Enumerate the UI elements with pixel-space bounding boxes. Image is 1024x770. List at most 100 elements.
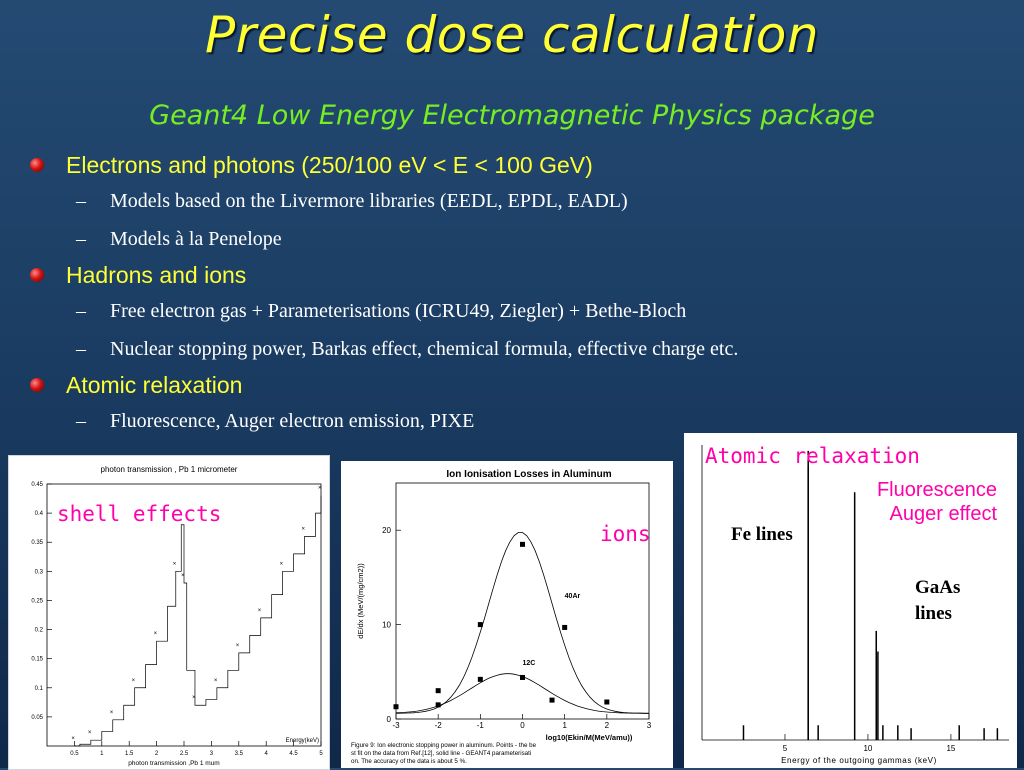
- data-marker: ×: [173, 561, 177, 567]
- y-tick-label: 0: [387, 715, 392, 724]
- fit-curve-ar: [395, 532, 649, 714]
- x-tick-label: 2: [155, 751, 159, 757]
- y-tick-label: 0.2: [35, 628, 44, 634]
- y-tick-label: 10: [382, 621, 391, 630]
- gaas-lines-word: lines: [915, 603, 952, 624]
- data-marker: ×: [88, 730, 92, 736]
- x-axis-label: Energy of the outgoing gammas (keV): [781, 756, 937, 765]
- data-point: [520, 541, 525, 547]
- slide-subtitle: Geant4 Low Energy Electromagnetic Physic…: [149, 100, 875, 131]
- data-marker: ×: [214, 678, 218, 684]
- photon-transmission-chart: photon transmission , Pb 1 micrometer 0.5…: [8, 455, 330, 770]
- sub-bullet: – Models à la Penelope: [76, 228, 282, 250]
- sub-bullet: – Free electron gas + Parameterisations (…: [76, 300, 687, 322]
- x-tick-label: 5: [319, 751, 323, 757]
- data-point: [435, 688, 441, 694]
- y-axis-label: dE/dx (MeV/(mg/cm2)): [356, 563, 365, 639]
- ions-label: ions: [600, 522, 651, 546]
- data-point: [435, 702, 441, 708]
- data-marker: ×: [71, 736, 75, 742]
- y-tick-label: 0.15: [31, 657, 43, 663]
- data-marker: ×: [258, 608, 262, 614]
- x-tick-label: -2: [435, 721, 443, 730]
- sub-bullet: – Fluorescence, Auger electron emission, …: [76, 410, 475, 432]
- data-marker: ×: [236, 643, 240, 649]
- data-point: [477, 622, 483, 628]
- x-tick-label: -1: [477, 721, 485, 730]
- x-tick-label: 1: [562, 721, 567, 730]
- series-label-ar: 40Ar: [565, 593, 581, 600]
- x-tick-label: 1.5: [125, 751, 134, 757]
- sub-bullet: – Models based on the Livermore libraries…: [76, 190, 628, 212]
- transmission-curve: [74, 495, 322, 747]
- bullet-icon: [30, 158, 44, 172]
- figure-caption-line: Figure 9: Ion electronic stopping power …: [351, 742, 537, 749]
- data-point: [520, 674, 525, 680]
- auger-label: Auger effect: [889, 503, 997, 525]
- y-tick-label: 0.25: [31, 598, 43, 604]
- data-marker: ×: [318, 486, 322, 492]
- photon-transmission-svg: photon transmission , Pb 1 micrometer 0.5…: [31, 465, 323, 767]
- y-tick-label: 0.3: [35, 569, 44, 575]
- x-tick-label: 10: [863, 744, 872, 753]
- x-tick-label: 4.5: [289, 751, 298, 757]
- x-tick-label: 2: [605, 721, 610, 730]
- y-tick-label: 0.1: [35, 686, 44, 692]
- x-tick-label: 15: [946, 744, 955, 753]
- data-point: [393, 704, 399, 710]
- bullet-list: Electrons and photons (250/100 eV < E < …: [26, 148, 1006, 440]
- bullet-electrons-photons: Electrons and photons (250/100 eV < E < …: [26, 148, 1006, 182]
- fluorescence-label: Fluorescence: [876, 479, 997, 501]
- x-axis-label: log10(Ekin/M(MeV/amu)): [546, 733, 633, 742]
- data-marker: ×: [192, 695, 196, 701]
- x-tick-label: 3: [210, 751, 214, 757]
- data-marker: ×: [280, 561, 284, 567]
- data-point: [549, 697, 555, 703]
- y-tick-label: 0.05: [31, 715, 43, 721]
- data-marker: ×: [302, 526, 306, 532]
- chart-title: Ion Ionisation Losses in Aluminum: [446, 469, 611, 480]
- x-tick-label: 0: [520, 721, 525, 730]
- data-point: [604, 699, 610, 705]
- slide-title: Precise dose calculation: [204, 6, 820, 64]
- x-tick-label: 5: [783, 744, 788, 753]
- x-tick-label: 3.5: [235, 751, 244, 757]
- ion-losses-svg: Ion Ionisation Losses in Aluminum -3 -2 -1 0…: [351, 469, 652, 765]
- atomic-relaxation-chart: 5 10 15 Energy of the outgoing gammas (keV): [684, 433, 1017, 768]
- atomic-relaxation-label: Atomic relaxation: [705, 444, 920, 468]
- x-unit-label: Energy(keV): [286, 738, 319, 744]
- data-marker: ×: [181, 573, 185, 579]
- bullet-atomic-relaxation: Atomic relaxation: [26, 368, 1006, 402]
- data-marker: ×: [132, 678, 136, 684]
- shell-effects-label: shell effects: [57, 502, 222, 526]
- x-tick-label: 4: [265, 751, 269, 757]
- data-point: [477, 676, 483, 682]
- y-tick-label: 0.4: [35, 511, 44, 517]
- plot-frame: [395, 482, 650, 720]
- gaas-label: GaAs: [915, 577, 961, 598]
- fe-lines-label: Fe lines: [731, 524, 793, 545]
- figure-caption-line: on. The accuracy of the data is about 5 …: [351, 758, 467, 765]
- atomic-relaxation-svg: 5 10 15 Energy of the outgoing gammas (keV): [701, 445, 1009, 765]
- x-tick-label: 2.5: [180, 751, 189, 757]
- ion-losses-chart: Ion Ionisation Losses in Aluminum -3 -2 -1 0…: [341, 461, 673, 768]
- data-marker: ×: [110, 710, 114, 716]
- bullet-icon: [30, 378, 44, 392]
- data-point: [562, 624, 568, 630]
- chart-title: photon transmission , Pb 1 micrometer: [101, 465, 238, 474]
- series-label-c: 12C: [523, 660, 536, 667]
- x-tick-label: 0.5: [70, 751, 79, 757]
- bullet-hadrons-ions: Hadrons and ions: [26, 258, 1006, 292]
- y-tick-label: 0.45: [31, 482, 43, 488]
- x-tick-label: 1: [100, 751, 104, 757]
- fluorescence-auger-label: Fluorescence Auger effect: [877, 478, 997, 526]
- y-tick-label: 20: [382, 526, 391, 535]
- gaas-lines-label: GaAs lines: [915, 575, 960, 627]
- sub-bullet: – Nuclear stopping power, Barkas effect, …: [76, 338, 739, 360]
- x-tick-label: 3: [647, 721, 652, 730]
- x-axis-label: photon transmission ,Pb 1 mum: [128, 760, 219, 767]
- data-marker: ×: [154, 631, 158, 637]
- x-tick-label: -3: [392, 721, 400, 730]
- y-tick-label: 0.35: [31, 540, 43, 546]
- figure-caption-line: st fit on the data from Ref.[12], solid …: [351, 750, 531, 757]
